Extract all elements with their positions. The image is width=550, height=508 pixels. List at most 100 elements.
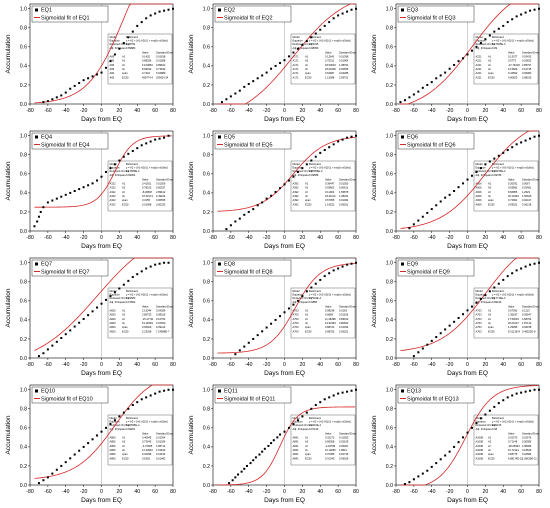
fit-table-cell: A69 <box>110 63 115 67</box>
data-point <box>515 392 518 395</box>
data-point <box>140 21 143 24</box>
data-point <box>51 199 54 202</box>
fit-table-cell: A171 <box>293 67 300 71</box>
data-point <box>73 84 76 87</box>
fit-table-value: 3.02435 <box>309 42 319 46</box>
legend-box <box>214 259 292 277</box>
fit-table-cell: 18.53616 <box>325 63 336 67</box>
x-tick-label: -20 <box>80 489 88 495</box>
x-tick-label: -60 <box>44 235 52 241</box>
data-point <box>237 473 240 476</box>
data-point <box>439 332 442 335</box>
legend-box <box>397 386 475 404</box>
fit-table-cell: 3.10752 <box>156 317 166 321</box>
fit-table-value: 4.17869E-4 <box>126 169 140 173</box>
y-axis-label: Accumulation <box>371 288 378 327</box>
y-axis-label: Accumulation <box>188 415 195 454</box>
fit-table-cell: 1.2523 <box>522 190 530 194</box>
fit-table-cell: 0.62687 <box>325 71 335 75</box>
x-tick-label: 0 <box>100 235 103 241</box>
x-tick-label: 40 <box>317 362 323 368</box>
data-point <box>263 447 266 450</box>
data-point <box>167 388 170 391</box>
fit-table-key: Equation <box>293 420 304 424</box>
data-point <box>42 479 45 482</box>
fit-table-value: Boltzmann <box>309 162 322 166</box>
data-point <box>287 55 290 58</box>
legend-label-points: EQ13 <box>407 389 421 395</box>
fit-table-key: Model <box>476 289 483 293</box>
fit-table-cell: 0.01304 <box>156 435 166 439</box>
data-point <box>292 175 295 178</box>
data-point <box>488 160 491 163</box>
y-tick-label: 0.8 <box>203 407 210 413</box>
data-point <box>497 282 500 285</box>
data-point <box>234 476 237 479</box>
data-point <box>238 349 241 352</box>
fit-table-cell: 0.90823 <box>508 75 518 79</box>
data-point <box>279 62 282 65</box>
fit-table-box <box>473 160 539 212</box>
data-point <box>332 394 335 397</box>
fit-table-cell: 0.20931 <box>508 181 518 185</box>
fit-table-value: y = A2 + (A1-A2)/(1 + exp((x-x0)/dx)) <box>309 166 351 170</box>
legend-marker-points <box>35 389 38 393</box>
data-point <box>51 344 54 347</box>
x-tick-label: 60 <box>518 235 524 241</box>
fit-table-cell: A69 <box>110 67 115 71</box>
data-point <box>104 426 107 429</box>
fit-table: Model Boltzmann Equation y = A2 + (A1-A2)/(… <box>473 414 539 466</box>
chart-panel-1: -80 -60 -40 -20 0 20 40 60 80 0.0 0.2 0.4 0.6 0.8 1.0 D… <box>5 3 176 123</box>
x-tick-label: 0 <box>466 235 469 241</box>
fit-table-cell: 0.02461 <box>522 186 532 190</box>
data-point <box>538 134 540 137</box>
legend-label-points: EQ5 <box>224 135 235 141</box>
x-tick-label: 80 <box>536 108 542 114</box>
data-point <box>439 200 442 203</box>
y-tick-label: 0.6 <box>386 172 393 178</box>
y-tick-label: 1.0 <box>203 388 210 394</box>
fit-table-cell: A763 <box>476 313 483 317</box>
fit-table-cell: A2 <box>488 313 492 317</box>
data-point <box>127 152 130 155</box>
y-tick-label: 0.4 <box>386 445 393 451</box>
fit-table-cell: A820 <box>110 329 117 333</box>
data-point <box>355 261 357 264</box>
y-tick-label: 1.0 <box>386 388 393 394</box>
fit-table-key: Reduced Chi-Sqr <box>293 169 313 173</box>
x-axis-label: Days from EQ <box>81 370 122 377</box>
data-point <box>256 334 259 337</box>
fit-table-cell: EC50 <box>488 456 495 460</box>
data-point <box>524 11 527 14</box>
fit-table-key: Reduced Chi-Sqr <box>110 169 130 173</box>
fit-table-box <box>290 33 356 85</box>
fit-table-cell: A700 <box>293 317 300 321</box>
fit-table-value: 2.4416E-4 <box>309 423 322 427</box>
fit-table-cell: A820 <box>110 313 117 317</box>
legend-label-fit: Sigmoidal fit of EQ8 <box>224 270 273 276</box>
chart-panel-6: -80 -60 -40 -20 0 20 40 60 80 0.0 0.2 0.4 0.6 0.8 1.0 D… <box>371 130 542 250</box>
data-point <box>430 465 433 468</box>
data-point <box>412 355 415 358</box>
legend-box <box>31 5 109 23</box>
data-point <box>310 286 313 289</box>
fit-table-cell: A806 <box>110 444 117 448</box>
fit-table-cell: 0.88722 <box>325 325 335 329</box>
fit-table-cell: A1008 <box>476 444 484 448</box>
fit-table-key: Adj. R-Square <box>476 300 493 304</box>
data-point <box>524 139 527 142</box>
data-point <box>292 303 295 306</box>
data-point <box>457 441 460 444</box>
y-tick-label: 0.2 <box>203 210 210 216</box>
data-point <box>283 311 286 314</box>
x-tick-label: -80 <box>209 108 217 114</box>
data-point <box>538 261 540 264</box>
fit-table-cell: 0.01166 <box>339 313 349 317</box>
fit-table-cell: 12.6826 <box>508 67 518 71</box>
fit-curve <box>400 385 539 486</box>
fit-table-box <box>107 33 173 85</box>
data-point <box>163 9 166 12</box>
data-point <box>417 351 420 354</box>
x-tick-label: 80 <box>353 362 359 368</box>
